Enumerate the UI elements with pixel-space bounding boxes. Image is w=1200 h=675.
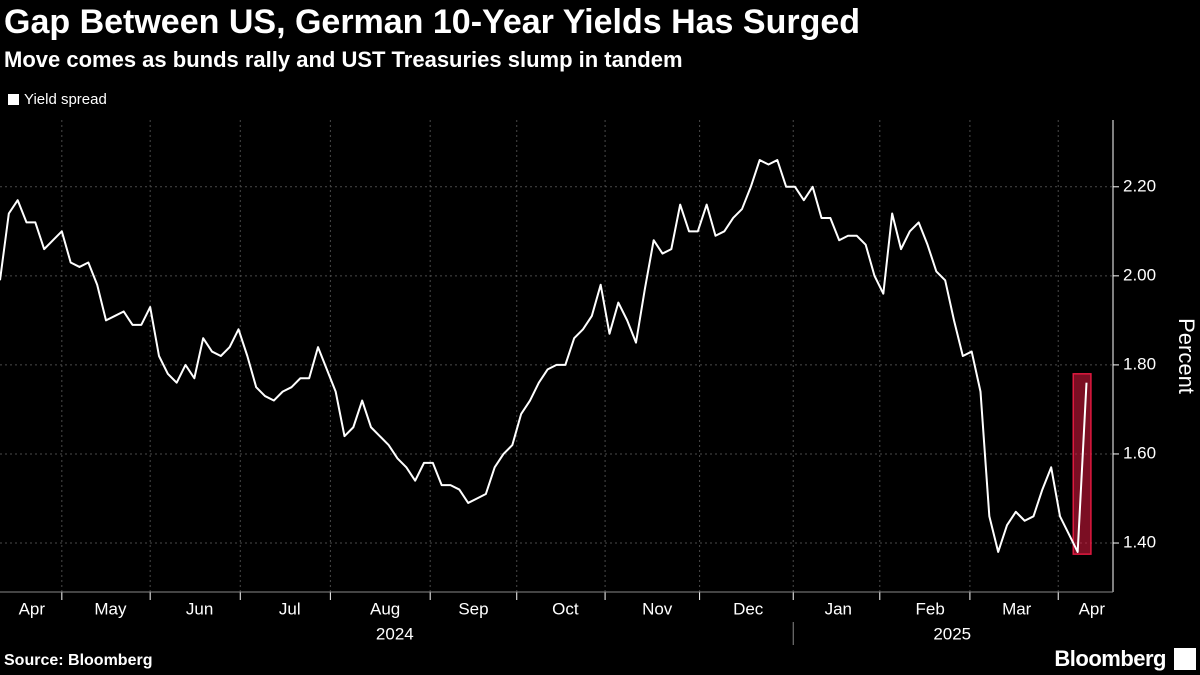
brand-icon [1174,648,1196,670]
chart-title: Gap Between US, German 10-Year Yields Ha… [4,3,860,41]
legend-swatch [8,94,19,105]
year-label: 2024 [376,624,414,643]
x-tick-label: May [94,599,127,618]
x-tick-label: Feb [916,599,945,618]
x-tick-label: Jul [279,599,301,618]
x-tick-label: Oct [552,599,579,618]
source: Source: Bloomberg [4,652,152,669]
x-tick-label: Jan [825,599,852,618]
x-tick-label: Jun [186,599,213,618]
y-axis-label: Percent [1174,318,1199,394]
series-line [0,159,1088,553]
brand: Bloomberg [1054,646,1166,671]
x-tick-label: Aug [370,599,400,618]
y-tick-label: 2.00 [1123,265,1156,284]
x-tick-label: Apr [1079,599,1106,618]
legend-label: Yield spread [24,91,107,108]
x-tick-label: Nov [642,599,673,618]
y-tick-label: 2.20 [1123,176,1156,195]
x-tick-label: Dec [733,599,764,618]
x-tick-label: Apr [19,599,46,618]
year-label: 2025 [933,624,971,643]
y-tick-label: 1.80 [1123,354,1156,373]
x-tick-label: Sep [458,599,488,618]
y-tick-label: 1.40 [1123,533,1156,552]
y-tick-label: 1.60 [1123,443,1156,462]
x-tick-label: Mar [1002,599,1032,618]
chart-subtitle: Move comes as bunds rally and UST Treasu… [4,47,683,72]
